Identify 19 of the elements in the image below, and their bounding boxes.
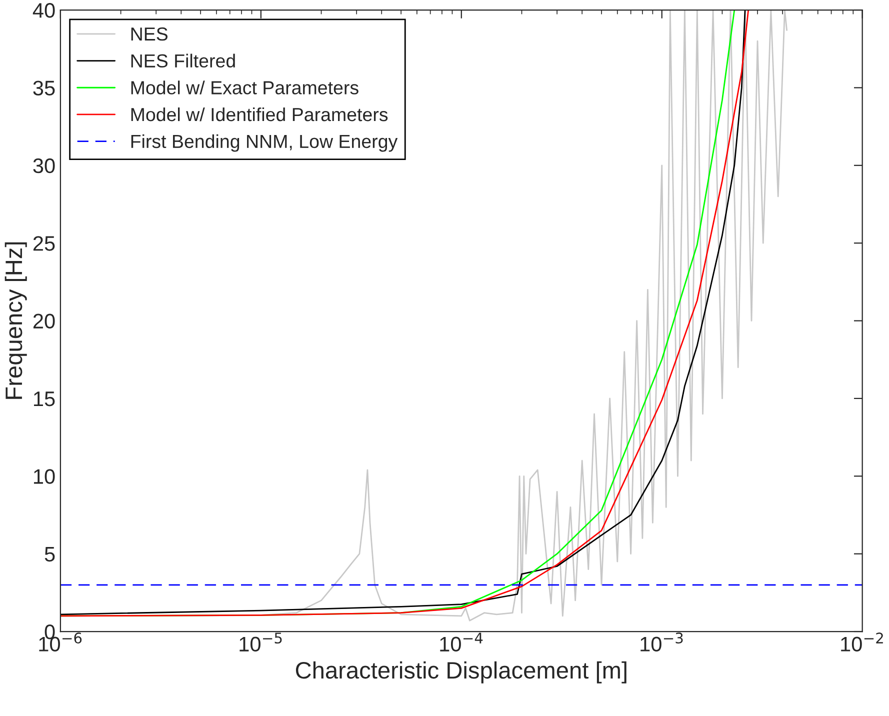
legend-label: First Bending NNM, Low Energy [131, 134, 398, 152]
y-tick-label: 35 [33, 80, 55, 96]
y-tick-label: 30 [33, 158, 55, 174]
y-tick-label: 20 [33, 314, 55, 329]
y-tick-label: 15 [34, 392, 55, 406]
y-tick-label: 5 [44, 547, 55, 562]
y-tick-label: 10 [34, 469, 55, 484]
x-tick-label: 10$^{−5}$ [240, 632, 282, 652]
legend-label: NES Filtered [131, 54, 235, 68]
legend-label: NES [131, 27, 168, 41]
x-tick-label: 10$^{−2}$ [841, 632, 883, 652]
y-tick-label: 40 [32, 3, 55, 18]
x-tick-label: 10$^{−3}$ [640, 632, 683, 652]
y-axis-title: Frequency [Hz] [4, 242, 27, 399]
x-tick-label: 10$^{−4}$ [440, 632, 483, 652]
y-tick-label: 25 [33, 236, 55, 251]
legend-label: Model w/ Exact Parameters [131, 80, 358, 94]
legend-label: Model w/ Identified Parameters [131, 107, 388, 122]
x-axis-title: Characteristic Displacement [m] [296, 661, 626, 684]
